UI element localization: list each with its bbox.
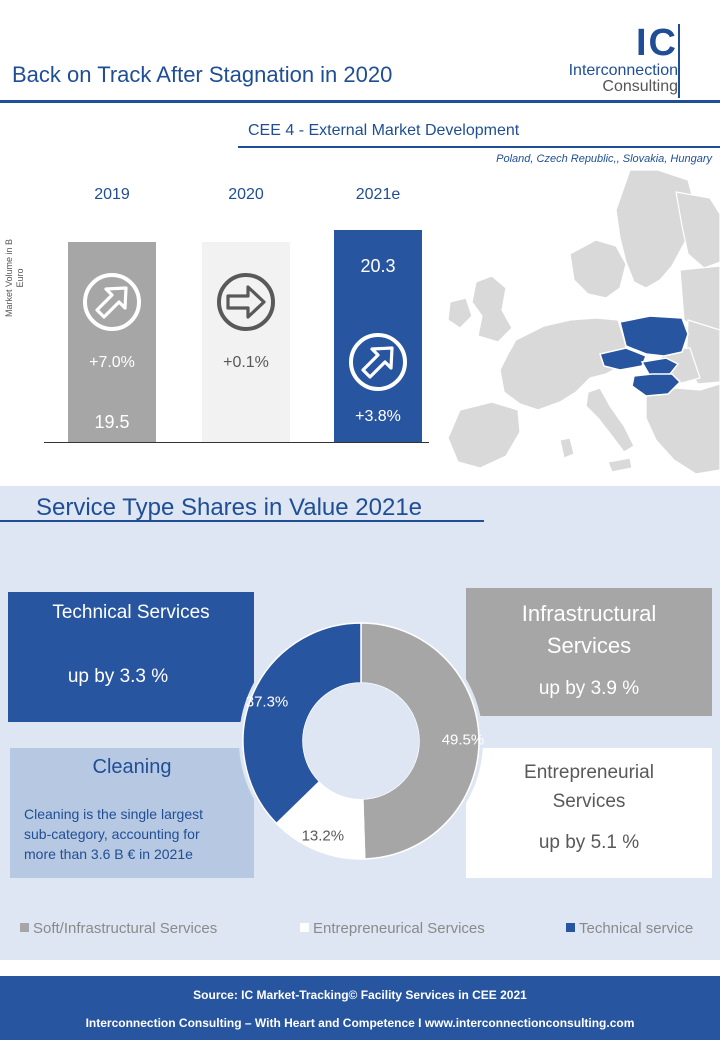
entrepreneurial-heading-line2: Services xyxy=(552,791,626,812)
uk-shape xyxy=(471,275,513,343)
technical-services-heading: Technical Services xyxy=(52,602,210,623)
market-countries: Poland, Czech Republic,, Slovakia, Hunga… xyxy=(496,153,712,165)
page-title: Back on Track After Stagnation in 2020 xyxy=(12,62,393,87)
legend-swatch-0 xyxy=(20,923,29,932)
legend-entry-1: Entrepreneurical Services xyxy=(300,920,485,937)
entrepreneurial-heading-line1: Entrepreneurial xyxy=(524,762,654,783)
finland-shape xyxy=(675,191,720,269)
poland-shape xyxy=(619,315,689,357)
x-axis-line xyxy=(44,442,429,443)
legend-entry-0: Soft/Infrastructural Services xyxy=(20,920,217,937)
slice-label-1: 13.2% xyxy=(302,828,345,845)
cleaning-body-line3: more than 3.6 B € in 2021e xyxy=(24,846,193,862)
legend-swatch-2 xyxy=(566,923,575,932)
infrastructural-services-box: Infrastructural Services up by 3.9 % xyxy=(466,588,712,716)
tick-label-2019: 2019 xyxy=(94,186,130,203)
market-bar-chart: 2019 +7.0% 19.5 2020 +0.1% 2021e +3.8% 20.3 xyxy=(48,186,428,446)
cleaning-body: Cleaning is the single largest sub-categ… xyxy=(24,804,252,864)
footer xyxy=(0,976,720,1040)
italy-shape xyxy=(585,387,635,453)
legend-label-0: Soft/Infrastructural Services xyxy=(33,920,218,937)
entrepreneurial-services-box: Entrepreneurial Services up by 5.1 % xyxy=(466,748,712,878)
growth-label-2020: +0.1% xyxy=(223,354,269,371)
infrastructural-heading-line1: Infrastructural xyxy=(521,601,657,626)
infrastructural-services-heading: Infrastructural Services xyxy=(466,598,712,662)
entrepreneurial-services-heading: Entrepreneurial Services xyxy=(466,758,712,816)
cleaning-body-line2: sub-category, accounting for xyxy=(24,826,200,842)
logo-line2: Consulting xyxy=(602,78,678,95)
legend-swatch-1 xyxy=(300,923,309,932)
sweden-south-shape xyxy=(569,239,627,299)
ireland-shape xyxy=(447,297,473,329)
legend-label-2: Technical service xyxy=(579,920,694,937)
iberia-shape xyxy=(447,401,521,469)
western-europe-shape xyxy=(499,317,627,411)
slice-label-0: 49.5% xyxy=(442,731,485,748)
service-section-title: Service Type Shares in Value 2021e xyxy=(36,494,423,521)
balkans-shape xyxy=(645,383,720,475)
value-label-2019: 19.5 xyxy=(94,412,130,432)
y-axis-label: Market Volume in B Euro xyxy=(4,238,25,318)
tick-label-2020: 2020 xyxy=(228,186,264,203)
logo-rule xyxy=(678,24,680,98)
entrepreneurial-services-growth: up by 5.1 % xyxy=(538,832,640,853)
legend-label-1: Entrepreneurical Services xyxy=(313,920,485,937)
market-chart-title: CEE 4 - External Market Development xyxy=(248,122,520,139)
cleaning-heading: Cleaning xyxy=(92,756,172,778)
slice-label-2: 37.3% xyxy=(246,693,289,710)
hungary-shape xyxy=(631,373,682,397)
footer-source: Source: IC Market-Tracking© Facility Ser… xyxy=(193,988,527,1002)
growth-label-2019: +7.0% xyxy=(89,354,135,371)
market-title-divider xyxy=(238,146,720,148)
tick-label-2021e: 2021e xyxy=(355,186,401,203)
cleaning-box: Cleaning Cleaning is the single largest … xyxy=(10,748,254,878)
title-divider xyxy=(0,100,720,103)
infrastructural-services-growth: up by 3.9 % xyxy=(538,678,640,699)
infrastructural-heading-line2: Services xyxy=(546,633,632,658)
logo-mark: IC xyxy=(636,22,678,64)
technical-services-box: Technical Services up by 3.3 % xyxy=(8,592,254,722)
czech-shape xyxy=(599,347,647,371)
value-label-2021e: 20.3 xyxy=(360,256,396,276)
logo-line1: Interconnection xyxy=(568,62,678,79)
arrow-up-right-icon xyxy=(348,332,408,392)
arrow-up-right-icon xyxy=(82,272,142,332)
technical-services-growth: up by 3.3 % xyxy=(67,666,169,687)
service-title-divider xyxy=(0,520,484,522)
growth-label-2021e: +3.8% xyxy=(355,408,401,425)
service-donut-chart: 49.5% 13.2% 37.3% xyxy=(239,619,485,863)
scandinavia-shape xyxy=(615,170,697,289)
footer-tagline: Interconnection Consulting – With Heart … xyxy=(85,1016,635,1030)
cleaning-body-line1: Cleaning is the single largest xyxy=(24,806,203,822)
legend-entry-2: Technical service xyxy=(566,920,693,937)
europe-map xyxy=(447,170,720,475)
arrow-right-icon xyxy=(216,272,276,332)
